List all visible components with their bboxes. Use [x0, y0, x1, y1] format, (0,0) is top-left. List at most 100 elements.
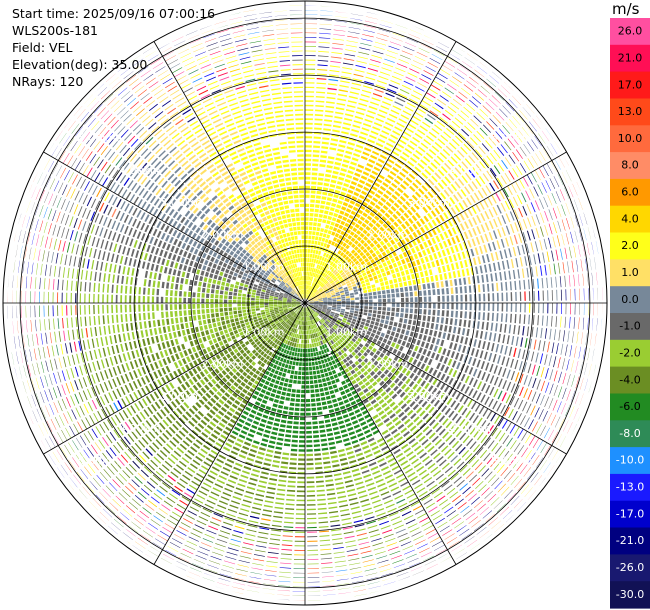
gate-cell: [251, 511, 261, 515]
gate-cell: [346, 549, 358, 552]
gate-cell: [452, 440, 460, 449]
gate-cell: [357, 183, 364, 189]
gate-cell: [365, 76, 376, 81]
gate-cell: [309, 213, 314, 217]
gate-cell: [509, 456, 517, 466]
gate-cell: [294, 536, 305, 538]
gate-cell: [256, 386, 262, 392]
gate-cell: [169, 440, 177, 447]
gate-cell: [357, 219, 363, 225]
gate-cell: [275, 413, 282, 418]
gate-cell: [194, 524, 205, 530]
gate-cell: [371, 252, 377, 258]
gate-cell: [382, 166, 390, 172]
gate-cell: [518, 280, 521, 290]
gate-cell: [487, 312, 490, 321]
gate-cell: [329, 69, 340, 73]
gate-cell: [127, 448, 135, 457]
gate-cell: [409, 527, 420, 533]
gate-cell: [393, 563, 406, 568]
gate-cell: [387, 457, 396, 463]
gate-cell: [350, 161, 357, 166]
gate-cell: [504, 157, 512, 167]
instrument-label: WLS200s-181: [12, 23, 98, 38]
gate-cell: [379, 520, 389, 526]
gate-cell: [178, 417, 186, 425]
gate-cell: [364, 342, 370, 348]
gate-cell: [221, 418, 228, 424]
gate-cell: [376, 229, 382, 235]
gate-cell: [235, 364, 241, 370]
gate-cell: [553, 385, 558, 396]
gate-cell: [131, 479, 140, 488]
gate-cell: [479, 530, 490, 539]
gate-cell: [274, 506, 284, 510]
gate-cell: [460, 294, 463, 302]
gate-cell: [419, 243, 424, 250]
gate-cell: [469, 426, 477, 435]
gate-cell: [353, 313, 358, 317]
gate-cell: [305, 104, 314, 107]
gate-cell: [315, 317, 319, 322]
gate-cell: [333, 34, 345, 36]
gate-cell: [483, 82, 493, 91]
gate-cell: [312, 370, 317, 375]
gate-cell: [332, 317, 338, 321]
gate-cell: [182, 440, 190, 447]
gate-cell: [293, 379, 297, 384]
gate-cell: [289, 326, 293, 332]
gate-cell: [493, 388, 499, 398]
gate-cell: [238, 418, 245, 424]
gate-cell: [336, 153, 344, 157]
gate-cell: [318, 287, 323, 292]
gate-cell: [195, 554, 207, 560]
gate-cell: [361, 38, 373, 42]
gate-cell: [486, 78, 496, 87]
gate-cell: [429, 344, 434, 351]
gate-cell: [286, 425, 293, 429]
gate-cell: [388, 264, 393, 270]
gate-cell: [582, 244, 585, 256]
gate-cell: [358, 51, 370, 55]
gate-cell: [265, 570, 277, 572]
gate-cell: [322, 363, 326, 369]
gate-cell: [170, 453, 179, 461]
gate-cell: [514, 359, 519, 370]
gate-cell: [524, 303, 526, 313]
gate-cell: [473, 379, 478, 388]
gate-cell: [422, 206, 429, 214]
gate-cell: [550, 277, 553, 288]
gate-cell: [338, 144, 346, 148]
gate-cell: [145, 420, 153, 428]
gate-cell: [237, 407, 244, 413]
gate-cell: [226, 513, 236, 518]
gate-cell: [315, 397, 321, 402]
gate-cell: [595, 241, 599, 254]
gate-cell: [457, 405, 464, 413]
gate-cell: [294, 333, 297, 338]
gate-cell: [488, 231, 493, 241]
gate-cell: [488, 220, 494, 230]
gate-cell: [395, 312, 400, 317]
gate-cell: [278, 580, 291, 583]
gate-cell: [329, 515, 339, 518]
gate-cell: [299, 320, 302, 325]
gate-cell: [542, 148, 550, 159]
gate-cell: [273, 399, 279, 404]
gate-cell: [295, 513, 305, 515]
gate-cell: [331, 422, 338, 427]
gate-cell: [375, 406, 382, 412]
gate-cell: [362, 201, 368, 207]
gate-cell: [367, 313, 372, 317]
gate-cell: [526, 267, 529, 278]
gate-cell: [357, 358, 363, 363]
gate-cell: [434, 244, 440, 251]
gate-cell: [509, 119, 517, 129]
gate-cell: [428, 178, 435, 186]
gate-cell: [356, 230, 362, 235]
gate-cell: [340, 329, 346, 334]
gate-cell: [451, 237, 456, 245]
gate-cell: [435, 323, 439, 330]
gate-cell: [531, 229, 536, 240]
gate-cell: [206, 499, 216, 505]
